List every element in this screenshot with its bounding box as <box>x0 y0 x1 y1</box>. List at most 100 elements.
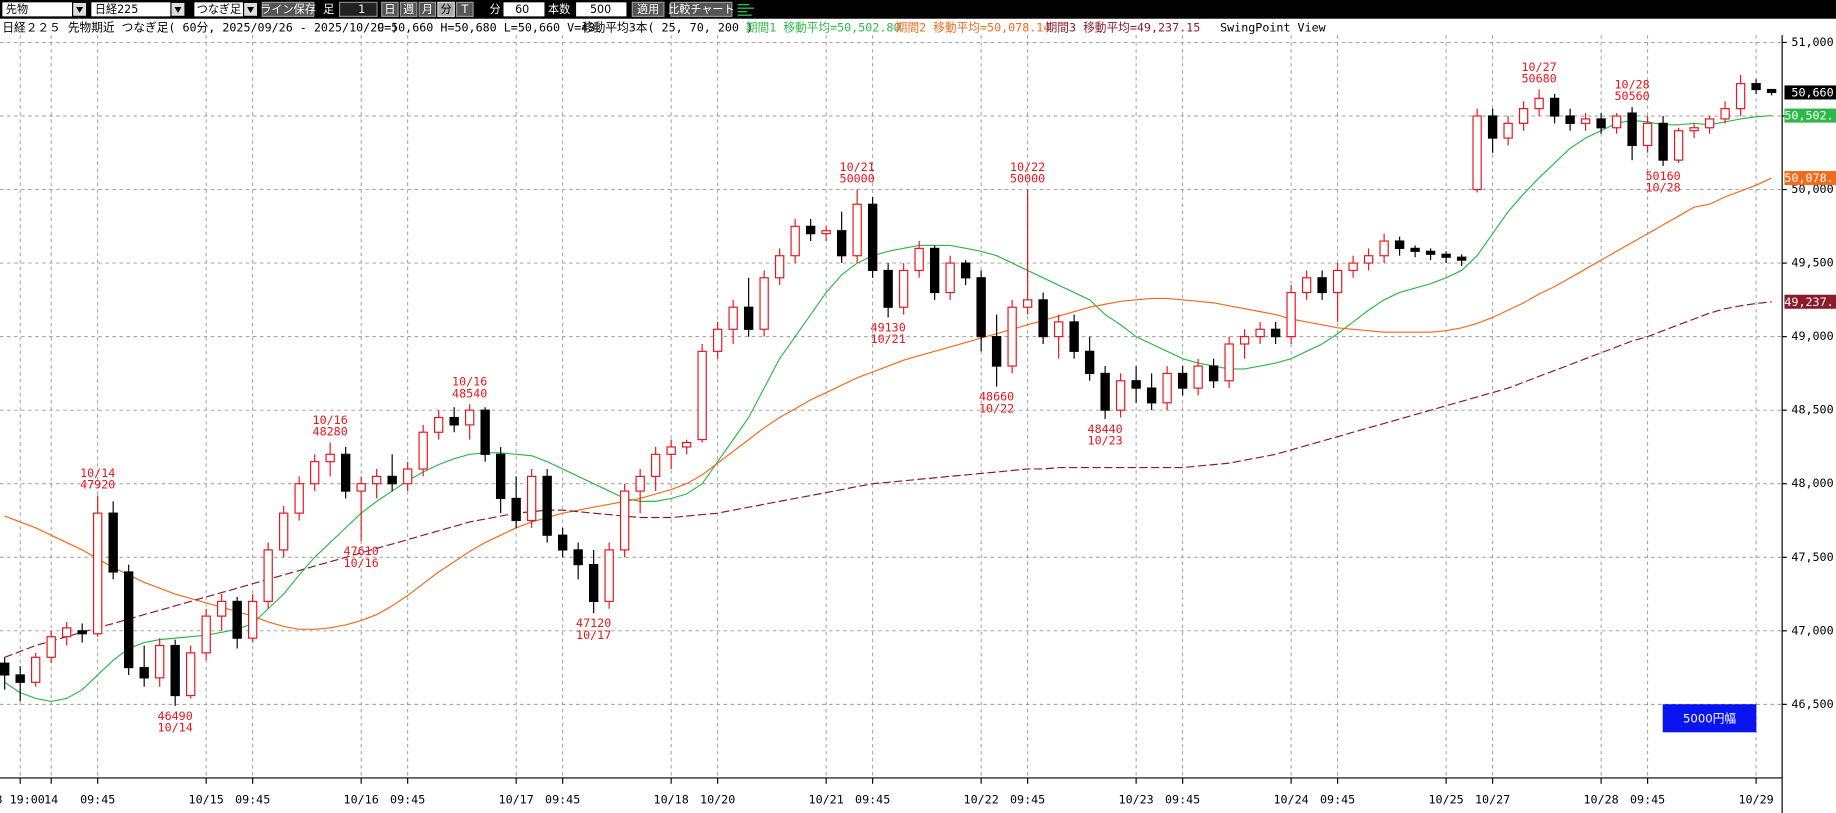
x-tick-label: 09:45 <box>1165 793 1200 807</box>
candle-body <box>821 230 831 235</box>
y-tick-label: 48,000 <box>1791 476 1833 490</box>
candle-body <box>697 350 707 441</box>
button-text[interactable]: ライン保存 <box>260 2 316 16</box>
candle-body <box>1115 380 1126 411</box>
annotation-date: 10/16 <box>344 556 379 570</box>
x-tick-label: 10/22 <box>964 793 999 807</box>
candle-body <box>201 615 211 654</box>
candle-body <box>1270 328 1281 338</box>
annotation-date: 10/21 <box>871 332 906 346</box>
annotation-price: 49130 <box>871 321 906 335</box>
candle-body <box>1007 306 1017 367</box>
x-tick-label: 10/24 <box>1274 793 1309 807</box>
ma-line <box>4 177 1772 630</box>
x-tick-label: 10/28 <box>1584 793 1619 807</box>
x-tick-label: 10/21 <box>809 793 844 807</box>
annotation-date: 10/16 <box>452 375 487 389</box>
label: 本数 <box>548 2 570 16</box>
candle-body <box>1580 118 1591 124</box>
candle-body <box>1131 380 1141 389</box>
candle-body <box>604 549 614 602</box>
candle-body <box>728 306 738 330</box>
button-text[interactable]: 週 <box>403 3 414 16</box>
dropdown-text[interactable]: つなぎ足 <box>197 2 241 16</box>
candle-body <box>588 564 599 602</box>
candle-body <box>573 549 583 566</box>
candle-body <box>1224 343 1234 382</box>
button[interactable] <box>631 1 665 17</box>
candle-body <box>1193 365 1203 389</box>
candle-body <box>1022 299 1033 308</box>
candle-body <box>1611 115 1622 129</box>
candle-body <box>1518 108 1529 124</box>
candle-body <box>371 475 382 485</box>
button[interactable] <box>399 1 418 17</box>
button-text[interactable]: 日 <box>384 3 395 16</box>
button-text[interactable]: T <box>460 3 468 16</box>
end-value-label: 50,078. <box>1784 171 1833 185</box>
candle-body <box>511 497 521 522</box>
dropdown-text[interactable]: 日経225 <box>95 3 138 16</box>
candle-body <box>1673 130 1684 161</box>
candle-body <box>433 416 444 433</box>
x-tick-label: 3 19:00 <box>0 793 45 807</box>
icon[interactable] <box>737 3 755 16</box>
button[interactable] <box>261 1 315 17</box>
input-text[interactable]: 60 <box>515 3 529 16</box>
x-tick-label: 09:45 <box>1320 793 1355 807</box>
arrow-icon <box>76 7 84 13</box>
candle-body <box>1084 350 1095 374</box>
button[interactable] <box>670 1 733 17</box>
annotation-price: 48440 <box>1088 422 1123 436</box>
button-text[interactable]: 比較チャート <box>668 2 735 16</box>
candle-body <box>1208 365 1219 382</box>
input[interactable] <box>338 1 378 17</box>
candle-body <box>77 630 87 635</box>
candle-body <box>1332 269 1343 294</box>
candle-body <box>1286 291 1296 338</box>
button-text[interactable]: 適用 <box>637 2 659 16</box>
button[interactable] <box>381 1 399 17</box>
candle-body <box>774 255 785 279</box>
candle-body <box>805 225 816 235</box>
end-value-label: 50,660 <box>1791 86 1833 100</box>
candle-body <box>1487 115 1498 139</box>
y-tick-label: 48,500 <box>1791 403 1833 417</box>
input-text[interactable]: 500 <box>590 3 611 16</box>
annotation-date: 10/17 <box>576 628 611 642</box>
annotation-date: 10/28 <box>1646 181 1681 195</box>
candle-body <box>1239 336 1250 345</box>
annotation-date: 10/22 <box>979 401 1014 415</box>
input-text[interactable]: 1 <box>358 3 365 16</box>
candle-body <box>976 277 986 338</box>
button-active[interactable] <box>437 1 455 17</box>
info-title: 日経２２５ 先物期近 つなぎ足( 60分, 2025/09/26 - 2025/… <box>2 21 398 35</box>
dropdown[interactable] <box>91 2 186 17</box>
x-tick-label: 10/15 <box>189 793 224 807</box>
button[interactable] <box>456 1 474 17</box>
candle-body <box>1720 108 1730 120</box>
input[interactable] <box>576 2 627 17</box>
candle-body <box>883 269 893 308</box>
x-tick-label: 10/27 <box>1475 793 1510 807</box>
button-text[interactable]: 分 <box>441 3 452 16</box>
plot: 46,500 47,000 47,500 48,000 48,500 49,000 49,5… <box>0 35 1836 813</box>
dropdown-text[interactable]: 先物 <box>6 2 28 16</box>
info-line: 日経２２５ 先物期近 つなぎ足( 60分, 2025/09/26 - 2025/… <box>2 21 1326 35</box>
input[interactable] <box>503 2 545 17</box>
dropdown[interactable] <box>2 2 87 17</box>
candle-body <box>309 461 320 485</box>
candle-body <box>1146 387 1157 404</box>
candle-body <box>650 453 661 477</box>
candle-body <box>418 431 428 470</box>
candle-body <box>495 453 506 500</box>
candle-body <box>1534 97 1544 110</box>
dropdown[interactable] <box>194 2 258 17</box>
ma-line <box>4 114 1772 702</box>
candle-body <box>945 262 955 294</box>
button[interactable] <box>418 1 437 17</box>
button-text[interactable]: 月 <box>422 3 433 16</box>
annotation-price: 47610 <box>344 544 379 558</box>
y-tick-label: 51,000 <box>1791 35 1833 49</box>
